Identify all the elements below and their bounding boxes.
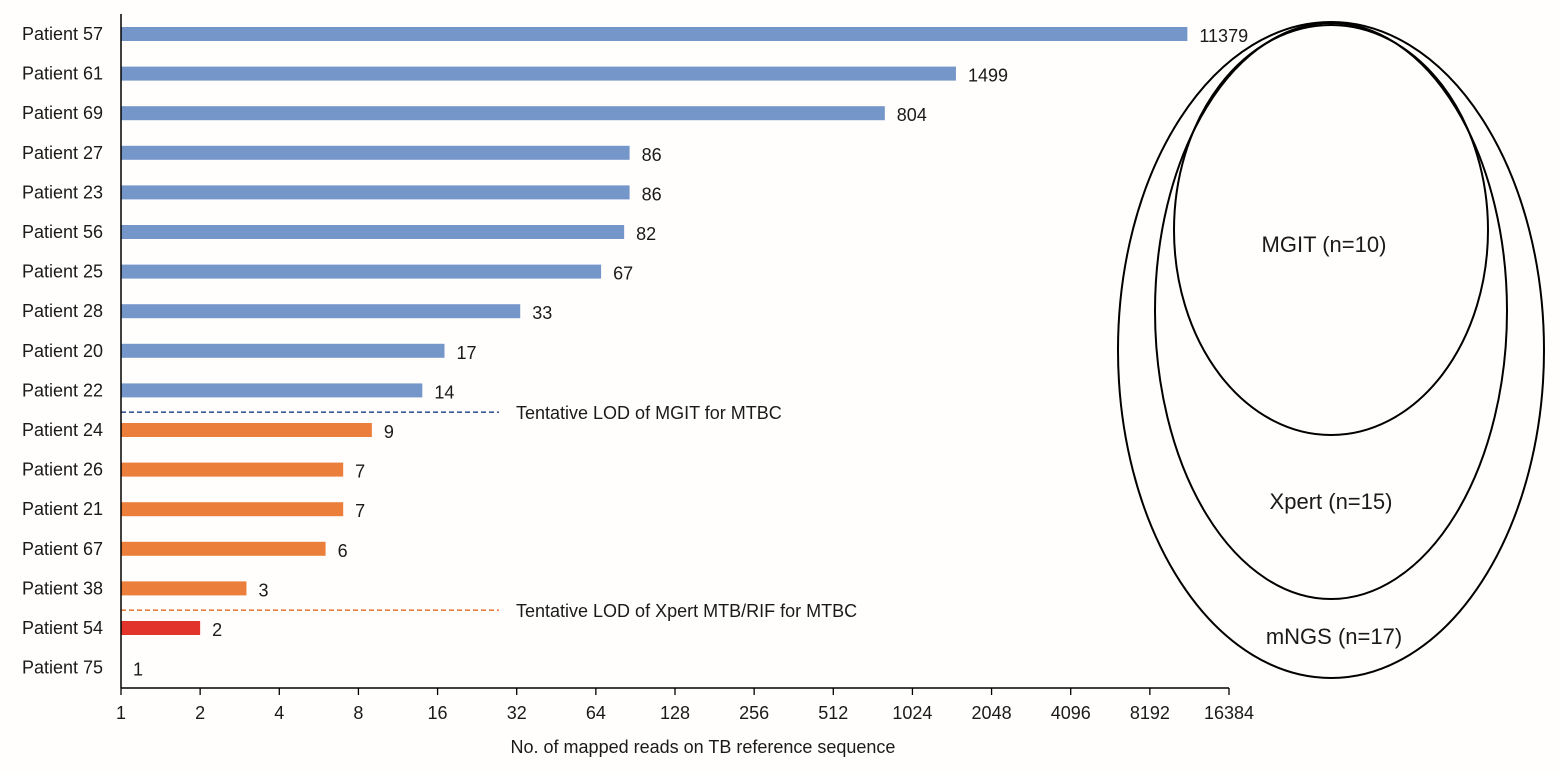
bar	[121, 185, 630, 200]
bar	[121, 304, 521, 319]
bar	[121, 581, 247, 596]
value-label: 804	[897, 105, 927, 125]
category-label: Patient 54	[22, 618, 103, 638]
category-label: Patient 24	[22, 420, 103, 440]
x-tick-label: 4096	[1051, 703, 1091, 723]
bar	[121, 621, 201, 635]
x-tick-label: 256	[739, 703, 769, 723]
bar	[121, 27, 1188, 41]
venn-xpert-ellipse	[1154, 22, 1508, 600]
value-label: 9	[384, 422, 394, 442]
threshold-label: Tentative LOD of MGIT for MTBC	[516, 403, 782, 423]
value-label: 11379	[1199, 26, 1248, 46]
value-label: 86	[642, 145, 662, 165]
x-tick-label: 8	[353, 703, 363, 723]
bar	[121, 502, 344, 517]
bar	[121, 264, 602, 279]
x-axis-title: No. of mapped reads on TB reference sequ…	[511, 737, 896, 757]
value-label: 7	[355, 462, 365, 482]
bar	[121, 145, 630, 160]
value-label: 7	[355, 501, 365, 521]
value-label: 33	[532, 303, 552, 323]
x-tick-label: 1	[116, 703, 126, 723]
value-label: 86	[642, 184, 662, 204]
category-label: Patient 28	[22, 301, 103, 321]
threshold-layer	[121, 411, 499, 612]
value-label: 1	[133, 660, 143, 680]
axis-layer	[120, 14, 1230, 695]
category-label: Patient 22	[22, 380, 103, 400]
category-label: Patient 25	[22, 262, 103, 282]
x-tick-label: 4	[274, 703, 284, 723]
value-label: 6	[338, 541, 348, 561]
x-tick-label: 64	[586, 703, 606, 723]
category-label: Patient 57	[22, 24, 103, 44]
venn-xpert-label: Xpert (n=15)	[1270, 489, 1393, 514]
x-tick-label: 2048	[972, 703, 1012, 723]
bar	[121, 106, 885, 121]
x-tick-label: 1024	[892, 703, 932, 723]
value-label: 14	[434, 382, 454, 402]
bar	[121, 343, 445, 358]
x-tick-label: 8192	[1130, 703, 1170, 723]
value-label: 17	[456, 343, 476, 363]
venn-mgit-ellipse	[1173, 24, 1489, 436]
x-tick-label: 16	[428, 703, 448, 723]
value-label: 67	[613, 264, 633, 284]
venn-mngs-label: mNGS (n=17)	[1266, 624, 1402, 649]
x-tick-label: 32	[507, 703, 527, 723]
category-label: Patient 23	[22, 182, 103, 202]
value-label: 3	[258, 580, 268, 600]
bar	[121, 383, 423, 398]
bar	[121, 225, 625, 239]
venn-mngs-ellipse	[1117, 21, 1545, 679]
category-label: Patient 21	[22, 499, 103, 519]
x-tick-label: 128	[660, 703, 690, 723]
bar	[121, 462, 344, 477]
bar	[121, 541, 326, 556]
x-tick-label: 2	[195, 703, 205, 723]
x-tick-label: 512	[818, 703, 848, 723]
category-label: Patient 56	[22, 222, 103, 242]
category-label: Patient 67	[22, 539, 103, 559]
category-label: Patient 27	[22, 143, 103, 163]
category-label: Patient 75	[22, 658, 103, 678]
venn-mgit-label: MGIT (n=10)	[1262, 232, 1387, 257]
value-label: 1499	[968, 66, 1008, 86]
value-label: 82	[636, 224, 656, 244]
category-label: Patient 61	[22, 64, 103, 84]
venn-diagram: MGIT (n=10) Xpert (n=15) mNGS (n=17)	[1117, 21, 1545, 679]
threshold-label: Tentative LOD of Xpert MTB/RIF for MTBC	[516, 601, 857, 621]
value-label: 2	[212, 620, 222, 640]
category-label: Patient 69	[22, 103, 103, 123]
bars-layer	[121, 27, 1188, 635]
bar	[121, 66, 956, 81]
category-label: Patient 38	[22, 578, 103, 598]
category-label: Patient 26	[22, 460, 103, 480]
x-tick-label: 16384	[1204, 703, 1254, 723]
bar	[121, 423, 372, 437]
category-label: Patient 20	[22, 341, 103, 361]
